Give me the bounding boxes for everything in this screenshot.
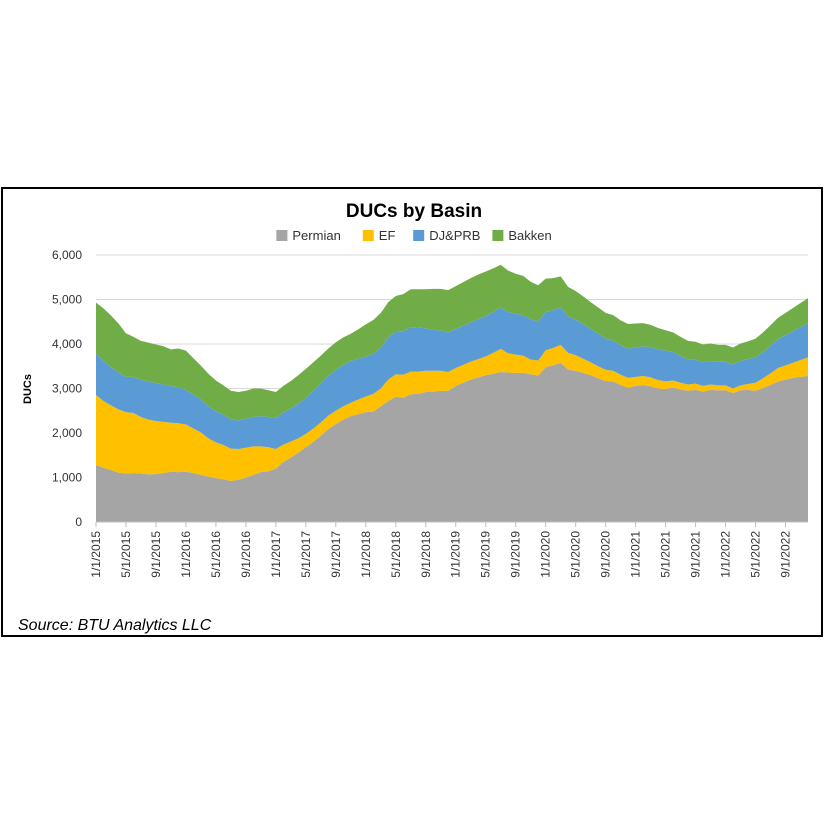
y-tick-label: 4,000 xyxy=(52,337,82,351)
source-note: Source: BTU Analytics LLC xyxy=(18,617,212,634)
x-tick-label: 9/1/2022 xyxy=(779,531,793,578)
x-tick-label: 9/1/2020 xyxy=(599,531,613,578)
x-tick-label: 5/1/2020 xyxy=(569,531,583,578)
y-axis-title: DUCs xyxy=(22,374,34,404)
x-tick-label: 5/1/2019 xyxy=(479,531,493,578)
x-tick-label: 1/1/2022 xyxy=(719,531,733,578)
x-tick-label: 9/1/2018 xyxy=(419,531,433,578)
x-tick-label: 1/1/2021 xyxy=(629,531,643,578)
legend-swatch xyxy=(362,230,374,241)
stacked-areas xyxy=(96,264,808,522)
area-bakken xyxy=(96,264,808,421)
chart-title: DUCs by Basin xyxy=(346,201,482,222)
y-tick-label: 0 xyxy=(75,515,82,529)
x-tick-label: 5/1/2015 xyxy=(119,531,133,578)
legend-label: Bakken xyxy=(508,228,551,243)
x-tick-label: 9/1/2019 xyxy=(509,531,523,578)
legend-label: Permian xyxy=(292,228,340,243)
y-tick-label: 1,000 xyxy=(52,471,82,485)
area-dj-prb xyxy=(96,307,808,450)
legend-swatch xyxy=(276,230,288,241)
x-tick-label: 1/1/2016 xyxy=(179,531,193,578)
x-tick-label: 9/1/2015 xyxy=(149,531,163,578)
legend: Permian EF DJ&PRB Bakken xyxy=(276,228,552,243)
legend-swatch xyxy=(413,230,425,241)
x-tick-label: 5/1/2018 xyxy=(389,531,403,578)
x-tick-label: 1/1/2017 xyxy=(269,531,283,578)
legend-swatch xyxy=(492,230,504,241)
x-tick-label: 1/1/2019 xyxy=(449,531,463,578)
x-tick-label: 5/1/2016 xyxy=(209,531,223,578)
x-tick-label: 5/1/2017 xyxy=(299,531,313,578)
x-tick-label: 1/1/2018 xyxy=(359,531,373,578)
x-tick-label: 9/1/2017 xyxy=(329,531,343,578)
x-tick-label: 5/1/2021 xyxy=(659,531,673,578)
y-tick-label: 2,000 xyxy=(52,426,82,440)
x-tick-label: 1/1/2015 xyxy=(89,531,103,578)
x-tick-label: 9/1/2016 xyxy=(239,531,253,578)
area-permian xyxy=(96,362,808,522)
legend-label: EF xyxy=(379,228,396,243)
x-tick-label: 5/1/2022 xyxy=(749,531,763,578)
x-tick-label: 9/1/2021 xyxy=(689,531,703,578)
x-tick-label: 1/1/2020 xyxy=(539,531,553,578)
y-tick-label: 5,000 xyxy=(52,293,82,307)
legend-label: DJ&PRB xyxy=(429,228,480,243)
y-tick-label: 3,000 xyxy=(52,382,82,396)
axes: 0 1,000 2,000 3,000 4,000 5,000 6,000 1/1/2015 5… xyxy=(52,248,808,578)
area-ef xyxy=(96,344,808,482)
y-tick-label: 6,000 xyxy=(52,248,82,262)
